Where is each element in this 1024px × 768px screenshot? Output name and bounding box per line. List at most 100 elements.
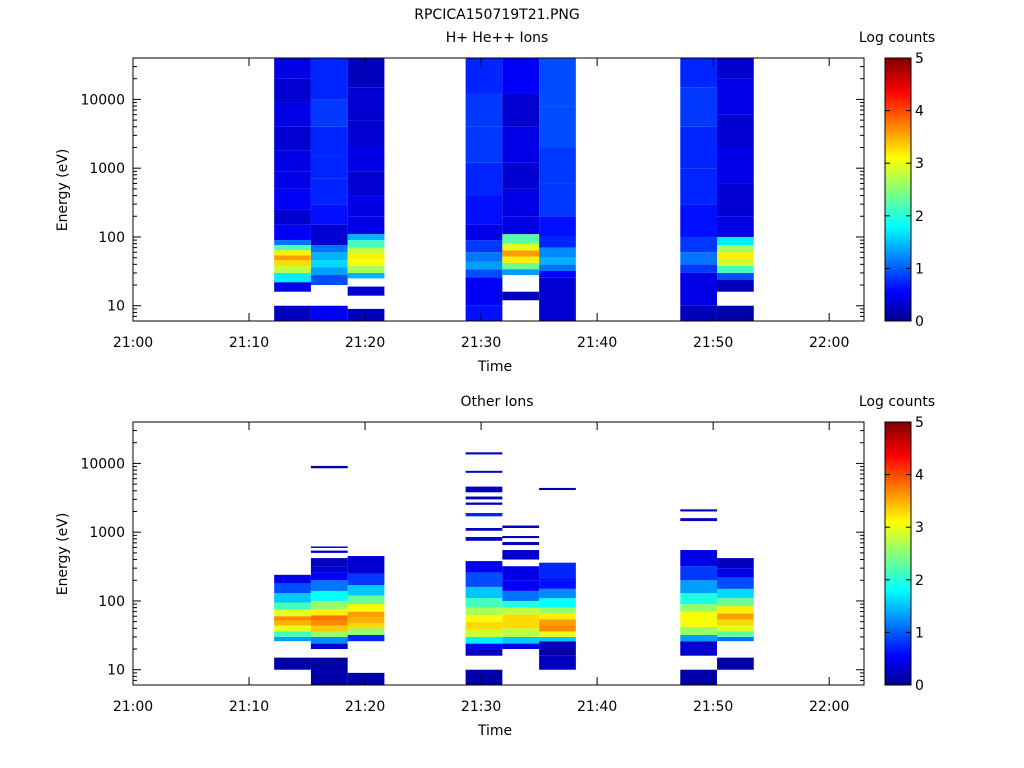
- heatmap-cell: [680, 550, 718, 567]
- x-tick-label: 21:10: [229, 699, 269, 715]
- heatmap-cell: [502, 256, 540, 263]
- panel-title: H+ He++ Ions: [446, 30, 549, 46]
- heatmap-cell: [539, 264, 576, 271]
- axis-ticks: 21:00 21:10 21:20 21:30 21:40 21:50 22:00 10 100…: [80, 57, 864, 351]
- heatmap-cell: [310, 550, 348, 553]
- heatmap-cell: [274, 305, 311, 321]
- heatmap-cell: [465, 252, 503, 262]
- heatmap-cell: [680, 566, 718, 581]
- heatmap-cell: [310, 245, 348, 253]
- heatmap-cell: [502, 162, 540, 189]
- heatmap-cell: [717, 631, 754, 637]
- heatmap-cell: [680, 236, 718, 253]
- heatmap-cell: [539, 641, 576, 650]
- colorbar-tick-label: 3: [915, 156, 924, 172]
- heatmap-cell: [347, 234, 385, 241]
- heatmap-cell: [465, 224, 503, 241]
- heatmap-cell: [717, 252, 754, 259]
- colorbar: [884, 421, 912, 686]
- heatmap-cell: [717, 619, 754, 626]
- heatmap-cell: [347, 195, 385, 217]
- heatmap-cell: [539, 147, 576, 184]
- heatmap-cell: [310, 224, 348, 246]
- heatmap-cell: [310, 178, 348, 205]
- heatmap-cell: [539, 625, 576, 632]
- heatmap-cell: [680, 641, 718, 656]
- heatmap-cell: [502, 607, 540, 615]
- heatmap-cell: [539, 257, 576, 265]
- heatmap-cell: [539, 277, 576, 321]
- heatmap-cell: [465, 305, 503, 321]
- heatmap-cell: [717, 147, 754, 184]
- heatmap-cell: [465, 269, 503, 278]
- heatmap-cells: [274, 58, 754, 321]
- heatmap-cells: [274, 452, 754, 685]
- heatmap-cell: [502, 262, 540, 270]
- y-tick-label: 100: [98, 594, 125, 610]
- heatmap-cell: [274, 58, 311, 79]
- heatmap-cell: [680, 272, 718, 306]
- heatmap-cell: [310, 465, 348, 469]
- plot-frame: [132, 57, 865, 322]
- heatmap-cell: [717, 606, 754, 614]
- heatmap-cell: [310, 252, 348, 261]
- heatmap-cell: [465, 470, 503, 473]
- x-tick-label: 21:10: [229, 335, 269, 351]
- heatmap-cell: [347, 286, 385, 296]
- heatmap-cell: [717, 588, 754, 599]
- heatmap-cell: [465, 669, 503, 685]
- heatmap-cell: [274, 245, 311, 251]
- heatmap-cell: [717, 78, 754, 115]
- colorbar-ticks: 0 1 2 3 4 5: [885, 51, 924, 330]
- heatmap-cell: [539, 577, 576, 589]
- heatmap-cell: [465, 93, 503, 127]
- heatmap-cell: [347, 58, 385, 88]
- heatmap-cell: [310, 609, 348, 616]
- heatmap-cell: [539, 216, 576, 237]
- colorbar-tick-label: 5: [915, 415, 924, 431]
- heatmap-cell: [539, 183, 576, 217]
- heatmap-cell: [680, 618, 718, 627]
- heatmap-cell: [502, 126, 540, 163]
- heatmap-cell: [502, 234, 540, 244]
- heatmap-cell: [502, 93, 540, 127]
- heatmap-cell: [465, 537, 503, 541]
- heatmap-cell: [717, 245, 754, 253]
- heatmap-cell: [347, 171, 385, 196]
- heatmap-cell: [465, 649, 503, 656]
- heatmap-cell: [465, 572, 503, 587]
- heatmap-cell: [717, 216, 754, 237]
- heatmap-cell: [347, 240, 385, 248]
- heatmap-cell: [717, 183, 754, 217]
- heatmap-cell: [274, 78, 311, 103]
- colorbar-label: Log counts: [859, 394, 935, 410]
- heatmap-cell: [717, 657, 754, 670]
- heatmap-cell: [539, 236, 576, 248]
- x-tick-label: 21:00: [113, 335, 153, 351]
- heatmap-cell: [274, 620, 311, 626]
- x-axis-label: Time: [477, 359, 512, 375]
- heatmap-cell: [680, 126, 718, 169]
- heatmap-cell: [680, 611, 718, 619]
- heatmap-cell: [502, 188, 540, 217]
- heatmap-cell: [347, 628, 385, 635]
- heatmap-cell: [347, 595, 385, 605]
- x-tick-label: 21:00: [113, 699, 153, 715]
- y-axis-label: Energy (eV): [55, 513, 71, 596]
- heatmap-cell: [310, 615, 348, 621]
- heatmap-cell: [680, 305, 718, 321]
- x-tick-label: 21:50: [693, 335, 733, 351]
- heatmap-cell: [274, 102, 311, 127]
- heatmap-cell: [465, 643, 503, 650]
- heatmap-cell: [502, 291, 540, 301]
- heatmap-cell: [502, 542, 540, 546]
- heatmap-cell: [465, 586, 503, 599]
- y-axis-label: Energy (eV): [55, 149, 71, 232]
- heatmap-cell: [680, 669, 718, 685]
- heatmap-cell: [680, 518, 718, 522]
- heatmap-cell: [465, 195, 503, 225]
- heatmap-cell: [717, 558, 754, 569]
- heatmap-cell: [274, 602, 311, 610]
- heatmap-cell: [539, 247, 576, 258]
